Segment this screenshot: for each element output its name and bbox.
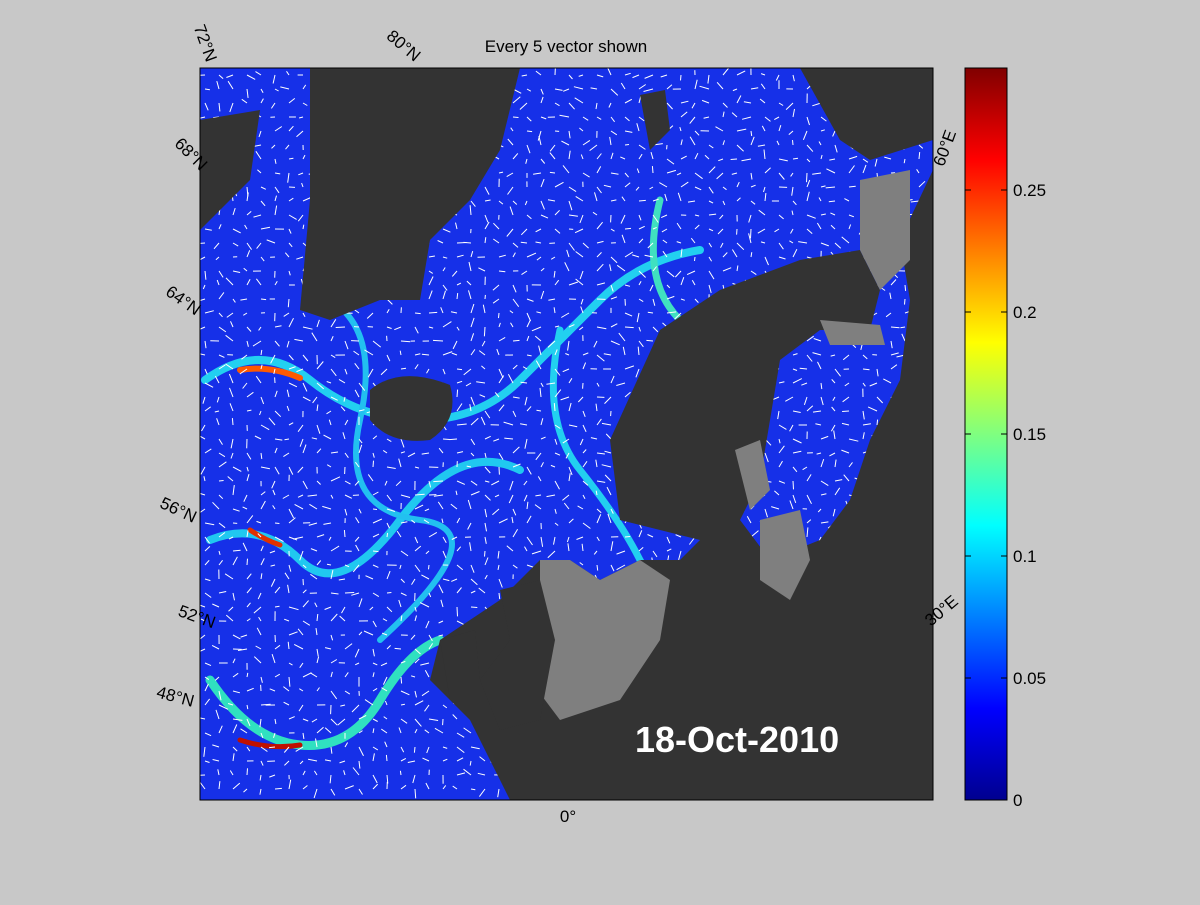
vector bbox=[646, 340, 653, 341]
vector bbox=[731, 159, 737, 160]
vector bbox=[373, 551, 379, 552]
vector bbox=[891, 327, 900, 328]
vector bbox=[793, 140, 794, 145]
vector bbox=[433, 481, 443, 482]
vector bbox=[695, 257, 696, 261]
vector bbox=[471, 607, 477, 608]
vector bbox=[336, 327, 345, 328]
vector bbox=[793, 481, 794, 489]
vector bbox=[415, 789, 416, 798]
vector bbox=[807, 173, 808, 182]
lon-label: 60°E bbox=[930, 127, 961, 168]
vector bbox=[219, 481, 224, 482]
vector bbox=[905, 285, 906, 291]
lat-label: 48°N bbox=[155, 683, 197, 711]
vector bbox=[345, 593, 354, 594]
vector bbox=[751, 229, 752, 238]
vector bbox=[485, 551, 486, 557]
vector bbox=[625, 228, 631, 229]
vector bbox=[443, 439, 450, 440]
vector bbox=[261, 299, 266, 300]
vector bbox=[457, 369, 462, 370]
vector bbox=[449, 439, 457, 440]
vector bbox=[247, 768, 248, 775]
vector bbox=[395, 648, 401, 649]
vector bbox=[433, 340, 443, 341]
vector bbox=[400, 771, 401, 775]
vector bbox=[499, 313, 500, 318]
vector bbox=[499, 593, 500, 599]
vector bbox=[484, 327, 485, 336]
vector bbox=[639, 200, 646, 201]
vector bbox=[625, 145, 629, 146]
vector bbox=[842, 411, 849, 412]
vector bbox=[415, 313, 421, 314]
vector bbox=[275, 788, 282, 789]
vector bbox=[344, 530, 345, 537]
lat-label: 56°N bbox=[157, 493, 199, 526]
colorbar-tick-label: 0 bbox=[1013, 791, 1022, 810]
lon-label: 0° bbox=[560, 807, 576, 826]
map: 18-Oct-2010 bbox=[195, 67, 933, 800]
vector bbox=[457, 607, 458, 616]
vector bbox=[681, 75, 682, 80]
vector bbox=[751, 131, 752, 136]
vector bbox=[373, 509, 377, 510]
colorbar bbox=[965, 68, 1007, 800]
vector bbox=[275, 606, 280, 607]
colorbar-tick-label: 0.2 bbox=[1013, 303, 1037, 322]
vector bbox=[513, 340, 520, 341]
vector bbox=[919, 152, 920, 159]
vector bbox=[285, 439, 290, 440]
vector bbox=[429, 565, 430, 569]
vector bbox=[288, 299, 289, 307]
vector bbox=[233, 550, 241, 551]
colorbar-tick-label: 0.25 bbox=[1013, 181, 1046, 200]
colorbar-tick-label: 0.05 bbox=[1013, 669, 1046, 688]
vector bbox=[597, 565, 598, 571]
lat-label: 72°N bbox=[190, 22, 221, 64]
vector bbox=[401, 368, 406, 369]
lat-label: 64°N bbox=[162, 282, 204, 319]
vector bbox=[625, 537, 630, 538]
colorbar-tick-label: 0.15 bbox=[1013, 425, 1046, 444]
vector bbox=[415, 494, 425, 495]
vector bbox=[513, 117, 519, 118]
vector bbox=[401, 677, 402, 684]
vector bbox=[652, 166, 653, 173]
vector bbox=[275, 523, 279, 524]
vector bbox=[527, 131, 532, 132]
vector bbox=[247, 559, 248, 565]
vector bbox=[877, 420, 878, 425]
vector bbox=[457, 390, 458, 397]
colorbar-tick-label: 0.1 bbox=[1013, 547, 1037, 566]
vector bbox=[905, 299, 906, 305]
vector bbox=[269, 747, 275, 748]
date-label: 18-Oct-2010 bbox=[635, 719, 839, 760]
vector bbox=[232, 418, 233, 425]
vector bbox=[414, 747, 415, 753]
vector bbox=[648, 312, 653, 313]
vector bbox=[429, 312, 437, 313]
vector bbox=[625, 327, 634, 328]
vector bbox=[554, 403, 555, 411]
vector bbox=[550, 172, 555, 173]
vector bbox=[373, 461, 374, 467]
vector bbox=[387, 533, 388, 537]
title: Every 5 vector shown bbox=[485, 37, 648, 56]
vector bbox=[900, 327, 905, 328]
vector bbox=[386, 755, 387, 761]
vector bbox=[457, 293, 458, 299]
vector bbox=[387, 593, 391, 594]
vector bbox=[464, 242, 472, 243]
lat-label: 80°N bbox=[383, 26, 424, 65]
